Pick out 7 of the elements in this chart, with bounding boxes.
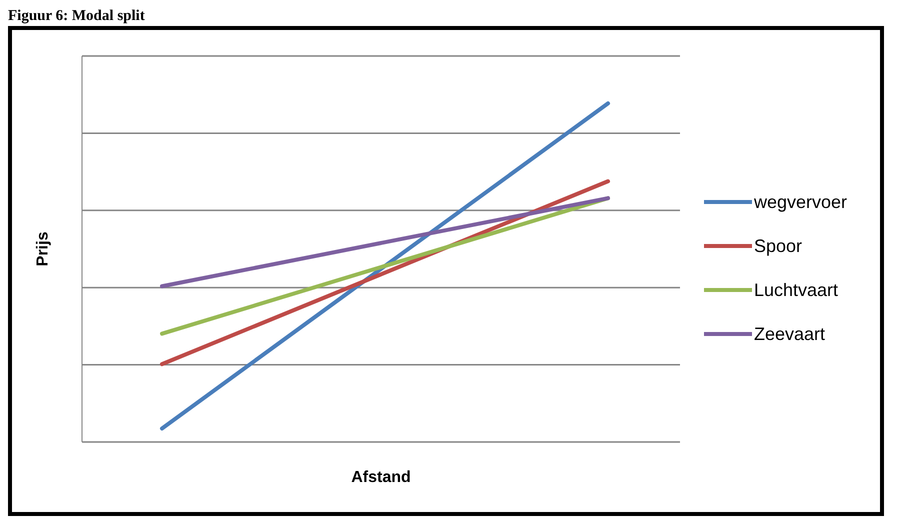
chart-title: Figuur 6: Modal split xyxy=(8,8,146,26)
legend-label: Zeevaart xyxy=(754,324,826,344)
legend-label: wegvervoer xyxy=(754,192,848,212)
legend-label: Spoor xyxy=(754,236,802,256)
y-axis-title: Prijs xyxy=(34,232,52,266)
legend-label: Luchtvaart xyxy=(754,280,838,300)
x-axis-title: Afstand xyxy=(351,469,411,486)
